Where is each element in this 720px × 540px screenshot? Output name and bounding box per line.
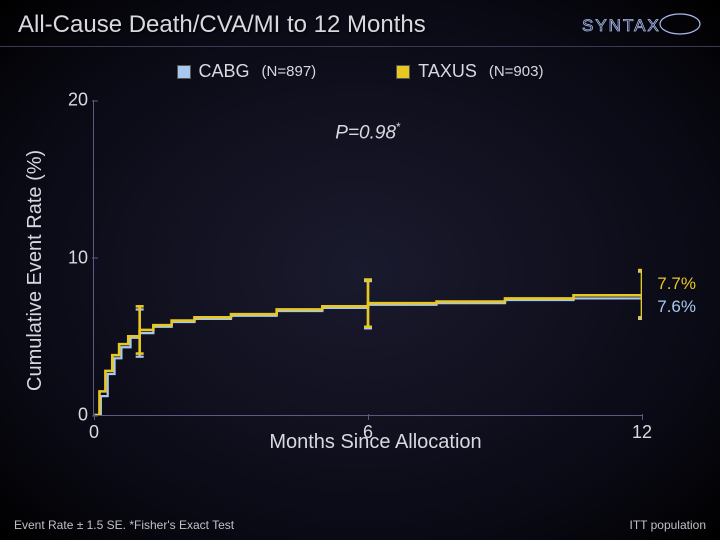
p-value-text: P=0.98 [335, 122, 396, 143]
legend-n-taxus: (N=903) [489, 63, 544, 80]
swatch-taxus [396, 65, 410, 79]
y-tick: 20 [60, 90, 88, 111]
title-bar: All-Cause Death/CVA/MI to 12 Months SYNT… [0, 0, 720, 47]
x-axis-label: Months Since Allocation [51, 431, 700, 454]
curves-svg [94, 100, 642, 415]
legend: CABG (N=897) TAXUS (N=903) [0, 47, 720, 90]
y-tick: 0 [60, 405, 88, 426]
legend-n-cabg: (N=897) [262, 63, 317, 80]
end-label-cabg: 7.6% [657, 297, 696, 317]
y-tick: 10 [60, 247, 88, 268]
y-axis-label: Cumulative Event Rate (%) [20, 110, 51, 430]
legend-label-taxus: TAXUS [418, 61, 477, 82]
p-value: P=0.98* [335, 120, 400, 144]
page-title: All-Cause Death/CVA/MI to 12 Months [18, 11, 426, 39]
svg-text:SYNTAX: SYNTAX [582, 16, 661, 35]
footnote-left: Event Rate ± 1.5 SE. *Fisher's Exact Tes… [14, 518, 234, 532]
plot-inner: P=0.98* 0102006127.7%7.6% [93, 100, 642, 416]
end-label-taxus: 7.7% [657, 274, 696, 294]
legend-label-cabg: CABG [199, 61, 250, 82]
plot-box: P=0.98* 0102006127.7%7.6% Months Since A… [51, 90, 700, 450]
legend-item-cabg: CABG (N=897) [177, 61, 317, 82]
swatch-cabg [177, 65, 191, 79]
syntax-logo: SYNTAX [582, 10, 702, 40]
legend-item-taxus: TAXUS (N=903) [396, 61, 543, 82]
footnote-right: ITT population [630, 518, 707, 532]
p-value-asterisk: * [396, 120, 401, 134]
chart-area: Cumulative Event Rate (%) P=0.98* 010200… [20, 90, 700, 450]
